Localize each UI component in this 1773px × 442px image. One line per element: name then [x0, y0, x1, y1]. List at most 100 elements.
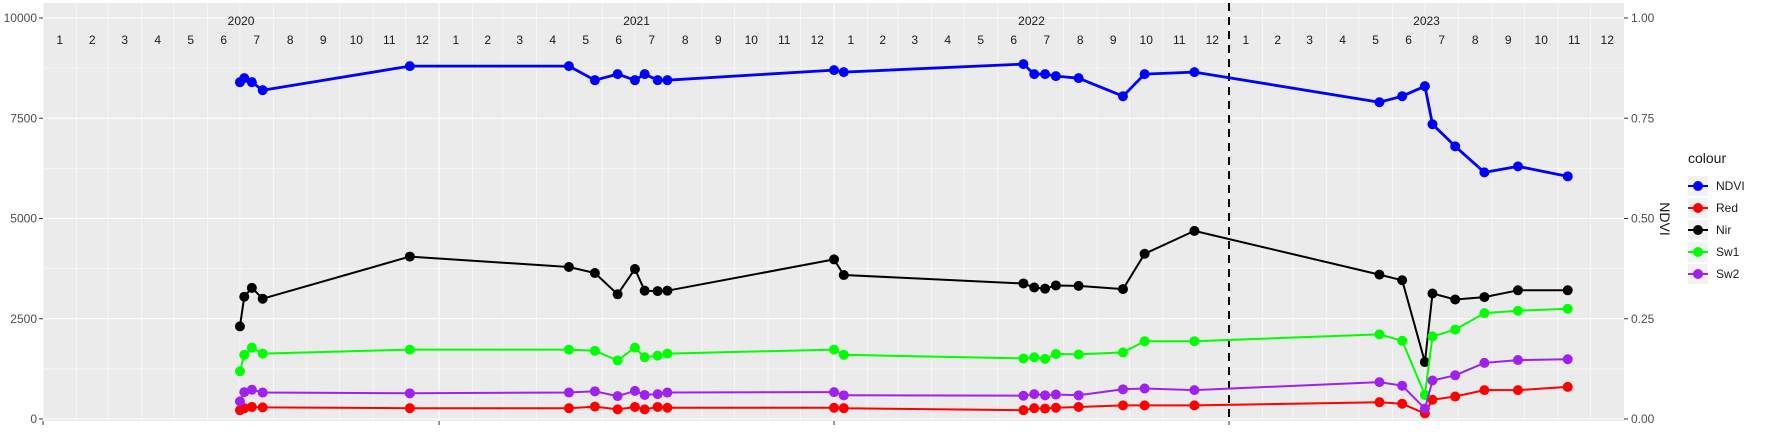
data-point-sw2	[1189, 385, 1200, 396]
data-point-nir	[612, 289, 623, 300]
data-point-nir	[1512, 285, 1523, 296]
data-point-ndvi	[1139, 69, 1150, 80]
data-point-sw2	[612, 391, 623, 402]
month-label: 11	[383, 33, 396, 47]
data-point-red	[1117, 400, 1128, 411]
data-point-sw2	[1419, 403, 1430, 414]
month-label: 2	[879, 33, 886, 47]
month-label: 9	[320, 33, 327, 47]
month-label: 8	[1472, 33, 1479, 47]
data-point-sw1	[1050, 349, 1061, 360]
data-point-sw2	[829, 387, 840, 398]
y-left-tick-label: 5000	[10, 212, 37, 226]
data-point-red	[1397, 398, 1408, 409]
month-label: 6	[220, 33, 227, 47]
data-point-red	[1374, 397, 1385, 408]
data-point-sw1	[829, 344, 840, 355]
month-label: 11	[778, 33, 791, 47]
month-label: 3	[516, 33, 523, 47]
data-point-red	[1018, 405, 1029, 416]
series-line-nir	[238, 229, 1568, 364]
data-point-sw1	[1117, 347, 1128, 358]
data-point-red	[246, 401, 257, 412]
month-label: 5	[977, 33, 984, 47]
data-point-ndvi	[612, 69, 623, 80]
data-point-sw2	[629, 385, 640, 396]
data-point-red	[1050, 402, 1061, 413]
data-point-nir	[829, 254, 840, 265]
legend-key-point	[1693, 247, 1703, 257]
data-point-sw2	[1479, 357, 1490, 368]
data-point-sw1	[1450, 324, 1461, 335]
month-label: 7	[648, 33, 655, 47]
month-label: 12	[1601, 33, 1615, 47]
data-point-red	[589, 401, 600, 412]
data-point-sw2	[662, 387, 673, 398]
data-point-nir	[1419, 357, 1430, 368]
legend-item: Sw2	[1688, 264, 1740, 284]
data-point-red	[1139, 400, 1150, 411]
y-left-tick-label: 0	[30, 412, 37, 426]
month-label: 5	[187, 33, 194, 47]
data-point-sw1	[1029, 352, 1040, 363]
data-point-red	[829, 402, 840, 413]
y-right-tick-label: 1.00	[1631, 11, 1655, 25]
month-label: 7	[253, 33, 260, 47]
data-point-ndvi	[1050, 71, 1061, 82]
data-point-sw2	[1512, 355, 1523, 366]
data-point-sw2	[404, 388, 415, 399]
legend-item: Red	[1688, 198, 1738, 218]
data-point-ndvi	[629, 75, 640, 86]
data-point-sw2	[1397, 380, 1408, 391]
data-point-sw2	[1040, 390, 1051, 401]
legend-label: Nir	[1716, 223, 1731, 237]
data-point-red	[1427, 394, 1438, 405]
data-point-ndvi	[589, 75, 600, 86]
data-point-ndvi	[1374, 97, 1385, 108]
month-label: 8	[287, 33, 294, 47]
data-point-sw2	[1029, 389, 1040, 400]
legend: colour NDVI Red Nir Sw1 Sw2	[1688, 150, 1745, 284]
data-point-ndvi	[1189, 67, 1200, 78]
data-point-red	[838, 403, 849, 414]
legend-title: colour	[1688, 150, 1726, 166]
legend-item: Sw1	[1688, 242, 1740, 262]
legend-key-point	[1693, 269, 1703, 279]
data-point-sw1	[589, 345, 600, 356]
month-label: 1	[1242, 33, 1249, 47]
year-label: 2023	[1413, 14, 1440, 28]
data-point-red	[1073, 401, 1084, 412]
data-point-sw2	[239, 387, 250, 398]
data-point-nir	[257, 293, 268, 304]
data-point-ndvi	[1562, 171, 1573, 182]
series-lines	[234, 59, 1573, 419]
data-point-sw2	[639, 389, 650, 400]
legend-label: NDVI	[1716, 179, 1745, 193]
data-point-nir	[662, 285, 673, 296]
data-point-nir	[1117, 284, 1128, 295]
data-point-nir	[1562, 285, 1573, 296]
data-point-sw2	[1562, 354, 1573, 365]
data-point-sw2	[563, 387, 574, 398]
month-label: 1	[847, 33, 854, 47]
legend-label: Red	[1716, 201, 1738, 215]
data-point-sw1	[1073, 349, 1084, 360]
data-point-ndvi	[652, 75, 663, 86]
data-point-nir	[639, 285, 650, 296]
data-point-ndvi	[1427, 119, 1438, 130]
data-point-red	[612, 404, 623, 415]
data-point-sw1	[1189, 336, 1200, 347]
month-label: 9	[1110, 33, 1117, 47]
data-point-sw2	[1450, 370, 1461, 381]
data-point-sw1	[612, 355, 623, 366]
month-label: 6	[1010, 33, 1017, 47]
month-label: 9	[715, 33, 722, 47]
month-label: 10	[1140, 33, 1154, 47]
data-point-sw1	[1374, 329, 1385, 340]
month-label: 5	[1372, 33, 1379, 47]
data-point-nir	[563, 262, 574, 273]
data-point-sw2	[257, 387, 268, 398]
month-label: 9	[1505, 33, 1512, 47]
data-point-ndvi	[1040, 69, 1051, 80]
data-point-sw2	[1427, 375, 1438, 386]
